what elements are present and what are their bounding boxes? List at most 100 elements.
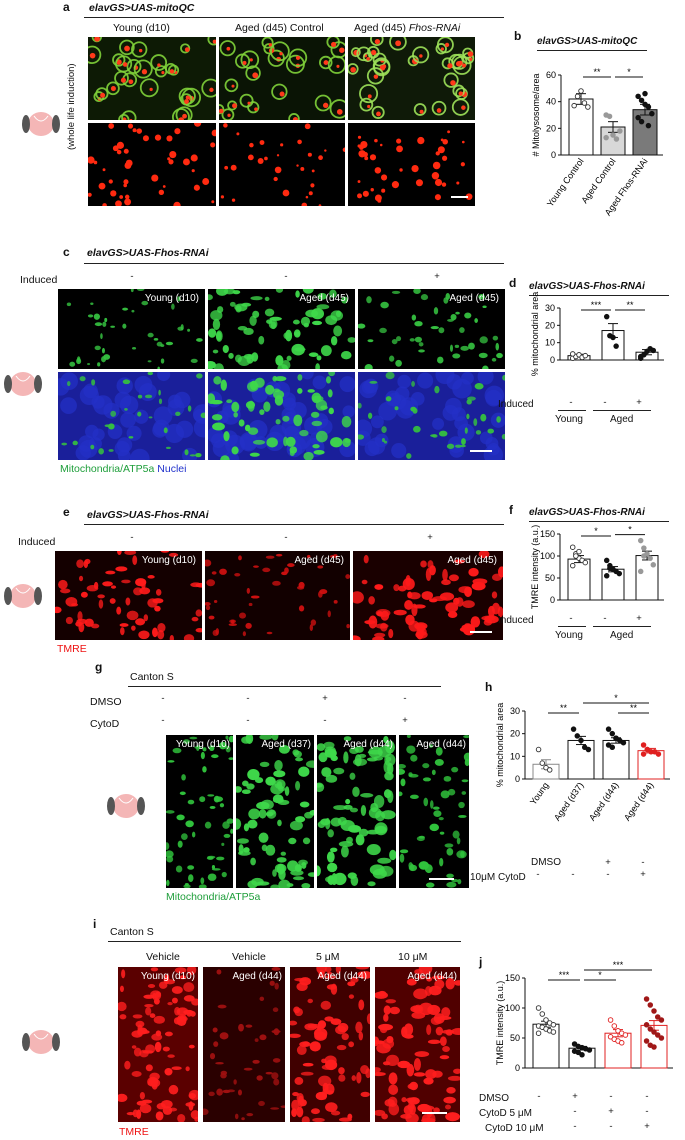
data-point — [607, 1034, 614, 1040]
micrograph-c-young-green: Young (d10) — [58, 289, 205, 369]
data-point — [574, 93, 581, 100]
micrograph-i-aged-vehicle: Aged (d44) — [203, 967, 285, 1122]
y-tick-label: 0 — [550, 595, 555, 605]
y-tick-label: 50 — [545, 573, 555, 583]
micrograph-c-aged-induced-merge — [358, 372, 505, 460]
y-tick-label: 0 — [551, 150, 556, 160]
panel-j-cytod5-label: CytoD 5 μM — [479, 1108, 532, 1119]
significance-label: *** — [559, 970, 570, 980]
panel-f-induced-3: + — [636, 613, 642, 624]
panel-g-cytod-4: + — [402, 715, 408, 726]
panel-f-label: f — [509, 503, 513, 517]
panel-a-side-label: (whole life induction) — [66, 63, 77, 150]
y-tick-label: 50 — [510, 1033, 520, 1043]
data-point — [607, 565, 613, 572]
scale-bar — [470, 631, 492, 633]
image-label: Young (d10) — [140, 971, 195, 982]
y-tick-label: 0 — [515, 774, 520, 784]
data-point — [550, 1029, 557, 1035]
panel-j-dmso-1: - — [537, 1091, 541, 1102]
y-tick-label: 100 — [505, 1003, 520, 1013]
data-point — [535, 746, 542, 753]
panel-i-treat-1: Vehicle — [146, 951, 180, 963]
panel-j-cytod5-2: - — [573, 1106, 577, 1117]
panel-e-legend: TMRE — [57, 643, 87, 655]
rings — [88, 37, 216, 120]
data-point — [645, 122, 652, 129]
data-point — [576, 548, 582, 555]
data-point — [622, 1032, 629, 1038]
panel-f-induced-1: - — [569, 613, 573, 624]
image-label: Aged (d45) — [299, 293, 349, 304]
y-axis-label: % mitochondrial area — [495, 703, 505, 788]
bar — [567, 739, 595, 780]
micrograph-i-aged-10um: Aged (d44) — [375, 967, 460, 1122]
blobs — [236, 735, 314, 888]
image-label: Aged (d45) — [447, 555, 497, 566]
panel-d-group-young: Young — [555, 414, 583, 425]
panel-j-dmso-4: - — [645, 1091, 649, 1102]
image-label: Aged (d45) — [294, 555, 344, 566]
micrograph-a-young-merge — [88, 37, 216, 120]
micrograph-g-aged-d37: Aged (d37) — [236, 735, 314, 888]
panel-j-cytod5-3: + — [608, 1106, 614, 1117]
x-tick-label: Aged (d37) — [552, 780, 586, 822]
data-point — [603, 313, 610, 320]
x-tick-label: Aged (d44) — [587, 780, 621, 822]
group-rule — [558, 626, 586, 627]
panel-c-induced-3: + — [434, 271, 440, 282]
data-point — [550, 1022, 557, 1028]
panel-g-legend: Mitochondria/ATP5a — [166, 891, 261, 903]
panel-c-induced-label: Induced — [20, 274, 58, 286]
data-point — [603, 134, 609, 141]
data-point — [571, 1041, 578, 1047]
micrograph-a-aged-control-merge — [219, 37, 345, 120]
panel-g-cytod-2: - — [246, 715, 250, 726]
data-point — [575, 1049, 582, 1056]
x-tick-label: Young — [528, 780, 551, 806]
panel-j-label: j — [479, 955, 483, 969]
panel-c-legend: Mitochondria/ATP5a Nuclei — [60, 463, 187, 475]
panel-i-rule — [108, 941, 461, 942]
y-tick-label: 30 — [545, 303, 555, 313]
panel-j-dmso-3: - — [609, 1091, 613, 1102]
micrograph-a-aged-fhos-merge — [348, 37, 475, 120]
panel-f-induced-label: Induced — [498, 615, 534, 626]
panel-h-dmso-3: + — [605, 857, 611, 868]
data-point — [640, 751, 647, 757]
panel-h-dmso-2: - — [571, 869, 575, 880]
data-point — [635, 114, 641, 121]
panel-g-dmso-label: DMSO — [90, 696, 122, 708]
rings — [348, 37, 475, 119]
data-point — [585, 746, 592, 753]
panel-b-rule — [537, 50, 647, 51]
data-point — [535, 1005, 542, 1011]
panel-e-induced-2: - — [284, 532, 288, 543]
panel-f-genotype: elavGS>UAS-Fhos-RNAi — [529, 507, 645, 518]
data-point — [643, 996, 650, 1002]
data-point — [585, 104, 591, 110]
data-point — [635, 93, 641, 100]
data-point — [603, 557, 610, 564]
data-point — [658, 1035, 665, 1041]
micrograph-a-aged-fhos-red — [348, 123, 475, 206]
data-point — [574, 733, 581, 739]
panel-g-dmso-1: - — [161, 693, 165, 704]
y-tick-label: 60 — [546, 70, 556, 80]
panel-e-label: e — [63, 505, 70, 519]
blobs — [205, 553, 350, 637]
nuclei — [208, 372, 355, 460]
panel-i-label: i — [93, 917, 97, 931]
data-point — [579, 1052, 585, 1058]
bar — [635, 555, 659, 601]
data-point — [651, 1008, 657, 1014]
data-point — [620, 739, 627, 746]
blobs — [375, 967, 460, 1122]
micrograph-g-young: Young (d10) — [166, 735, 233, 888]
data-point — [638, 118, 645, 125]
panel-d-group-aged: Aged — [610, 414, 634, 425]
micrograph-a-young-red — [88, 123, 216, 206]
y-tick-label: 20 — [510, 729, 520, 739]
y-axis-label: TMRE intensity (a.u.) — [495, 981, 505, 1066]
panel-i-strain: Canton S — [110, 926, 154, 938]
